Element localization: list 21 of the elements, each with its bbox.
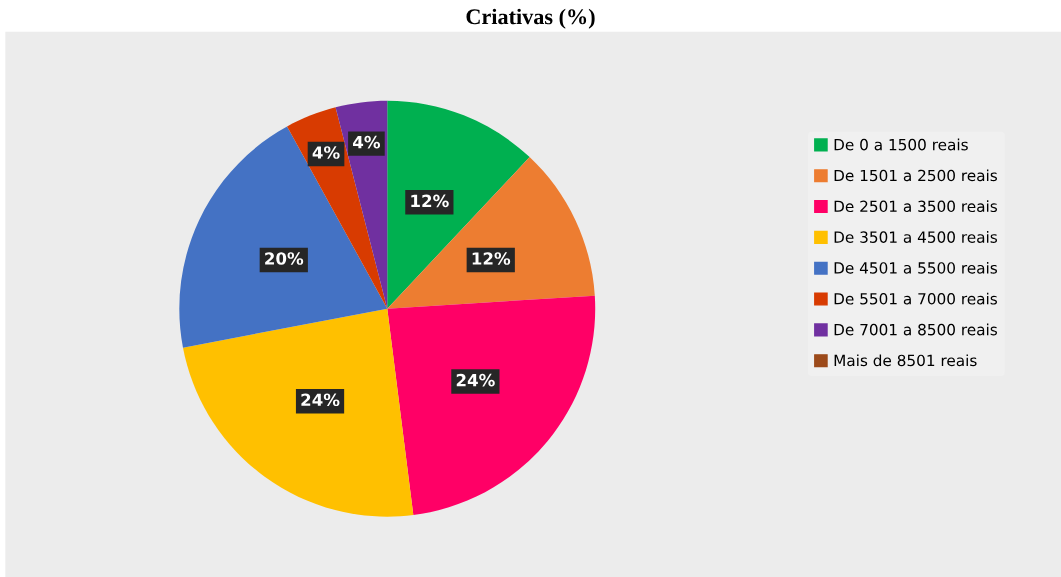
pie-slice xyxy=(182,308,414,517)
data-label: 4% xyxy=(312,146,340,159)
pie-slice xyxy=(179,126,388,348)
legend-label: De 2501 a 3500 reais xyxy=(834,200,998,213)
legend-label: De 3501 a 4500 reais xyxy=(834,231,998,243)
legend-label: De 1501 a 2500 reais xyxy=(834,169,998,182)
legend-label: Mais de 8501 reais xyxy=(834,354,977,367)
pie-slice xyxy=(387,295,596,516)
data-label: 20% xyxy=(265,252,304,265)
data-label: 12% xyxy=(411,194,449,208)
legend-label: De 7001 a 8500 reais xyxy=(834,323,998,336)
pie-slice xyxy=(387,100,530,309)
data-label: 4% xyxy=(353,135,381,149)
legend-label: De 5501 a 7000 reais xyxy=(834,292,998,305)
data-label: 12% xyxy=(472,252,511,265)
pie-slice xyxy=(387,157,595,309)
data-label: 24% xyxy=(301,393,340,407)
chart-title: Criativas (%) xyxy=(466,8,595,29)
legend-label: De 4501 a 5500 reais xyxy=(834,261,998,274)
data-label: 24% xyxy=(456,373,495,387)
legend-label: De 0 a 1500 reais xyxy=(834,138,968,151)
